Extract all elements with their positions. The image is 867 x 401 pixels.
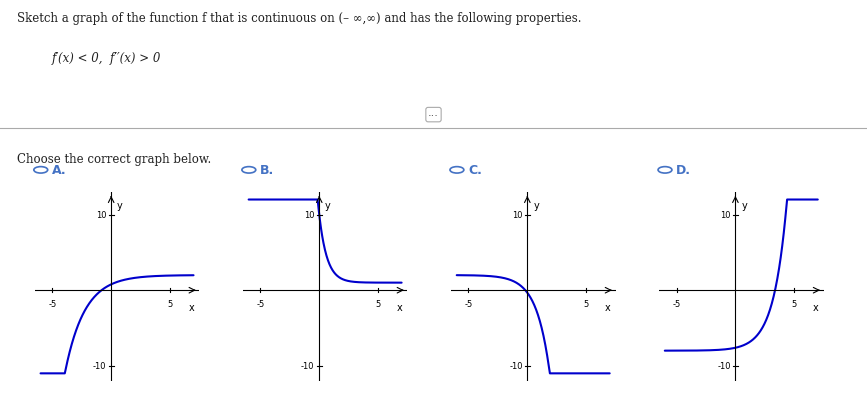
Text: 10: 10 [720, 211, 731, 220]
Text: 5: 5 [167, 300, 173, 308]
Text: x: x [604, 302, 610, 312]
Text: 10: 10 [96, 211, 107, 220]
Text: y: y [741, 200, 747, 210]
Text: y: y [117, 200, 123, 210]
Text: -5: -5 [49, 300, 56, 308]
Text: 5: 5 [583, 300, 589, 308]
Text: y: y [533, 200, 539, 210]
Text: -5: -5 [257, 300, 264, 308]
Text: B.: B. [260, 164, 274, 177]
Text: -5: -5 [465, 300, 473, 308]
Text: -5: -5 [673, 300, 681, 308]
Text: x: x [812, 302, 818, 312]
Text: -10: -10 [93, 361, 107, 371]
Text: A.: A. [52, 164, 67, 177]
Text: -10: -10 [301, 361, 315, 371]
Text: ···: ··· [428, 110, 439, 120]
Text: C.: C. [468, 164, 482, 177]
Text: 5: 5 [792, 300, 797, 308]
Text: -10: -10 [717, 361, 731, 371]
Text: 10: 10 [512, 211, 523, 220]
Text: x: x [188, 302, 194, 312]
Text: f′(x) < 0,  f′′(x) > 0: f′(x) < 0, f′′(x) > 0 [52, 52, 161, 65]
Text: Choose the correct graph below.: Choose the correct graph below. [17, 152, 212, 165]
Text: Sketch a graph of the function f that is continuous on (– ∞,∞) and has the follo: Sketch a graph of the function f that is… [17, 12, 582, 25]
Text: x: x [396, 302, 402, 312]
Text: -10: -10 [509, 361, 523, 371]
Text: 10: 10 [304, 211, 315, 220]
Text: D.: D. [676, 164, 691, 177]
Text: y: y [325, 200, 331, 210]
Text: 5: 5 [375, 300, 381, 308]
